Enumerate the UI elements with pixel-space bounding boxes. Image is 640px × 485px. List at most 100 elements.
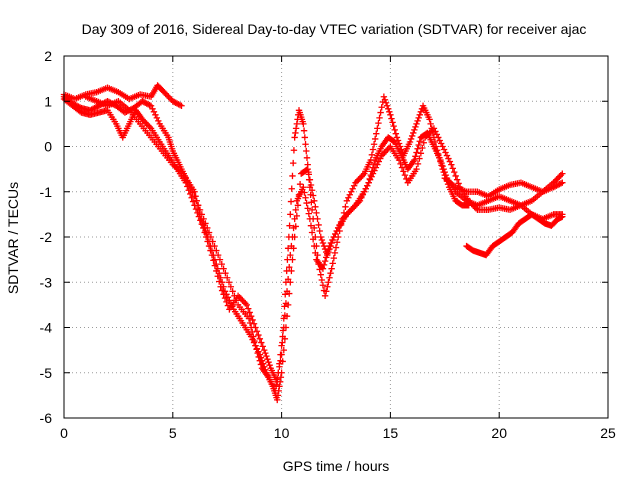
data-point [276,383,283,390]
data-point [372,164,380,171]
data-point [189,198,197,205]
data-point [378,104,385,111]
data-point [411,126,418,134]
data-point [274,392,282,399]
data-point [332,230,339,238]
data-point [415,114,422,122]
data-point [221,294,229,302]
data-point [345,194,352,201]
data-point [382,99,390,106]
data-point [286,222,293,229]
data-point [217,283,224,290]
data-point [557,180,565,187]
data-point [237,295,245,303]
data-point [302,194,309,201]
data-point [311,224,318,232]
data-point [307,222,315,229]
data-point [326,242,333,250]
data-point [440,168,447,176]
data-point [216,278,223,285]
data-point [281,303,288,310]
data-point [251,337,258,345]
data-point [348,188,355,195]
data-point [275,369,282,376]
data-point [266,362,273,369]
data-point [439,143,446,150]
data-point [142,119,149,126]
data-point [355,176,362,183]
data-point [277,374,285,381]
data-point [250,320,258,327]
series-track-3 [60,95,566,385]
data-point [194,202,202,209]
data-point [375,119,382,127]
data-point [280,315,287,322]
data-point [559,213,566,220]
data-point [397,160,404,168]
data-point [285,233,293,241]
data-point [214,251,222,259]
data-point [416,138,423,145]
data-point [339,215,346,223]
x-tick-label: 5 [169,425,177,441]
data-point [381,149,388,156]
data-point [289,172,296,180]
data-point [255,331,262,339]
data-point [451,168,458,176]
data-point [370,141,378,148]
data-point [413,165,420,173]
data-point [290,224,297,232]
data-point [393,134,401,141]
data-point [325,279,332,286]
data-point [437,140,445,147]
data-point [279,339,286,346]
data-point [291,215,298,223]
data-point [213,247,220,254]
data-point [416,111,423,119]
data-point [302,141,309,148]
data-point [401,171,409,179]
data-point [240,298,248,306]
data-point [413,120,420,128]
data-point [264,355,271,363]
data-point [414,145,421,152]
data-point [334,233,342,241]
data-point [280,346,287,354]
data-point [377,155,384,162]
data-point [452,172,459,180]
data-point [196,206,204,214]
data-point [389,119,396,126]
data-point [303,147,310,155]
data-point [316,266,323,273]
data-point [415,141,422,149]
data-point [373,130,380,137]
data-point [380,93,388,100]
data-point [398,146,405,153]
data-point [239,297,246,304]
data-point [291,134,298,141]
data-point [417,108,425,116]
data-point [445,155,452,162]
data-point [319,282,327,289]
data-point [327,239,335,247]
data-point [288,242,295,250]
data-point [283,267,290,275]
data-point [233,297,240,304]
data-point [204,224,211,232]
data-point [443,152,451,159]
data-point [149,105,156,112]
y-axis-label: SDTVAR / TECUs [5,182,21,294]
data-point [294,202,302,209]
series-track-6 [441,170,566,200]
data-point [146,123,153,131]
data-point [166,95,174,102]
data-point [258,339,265,346]
data-point [208,251,216,259]
data-point [557,171,565,179]
data-point [282,291,289,298]
data-point [288,185,295,192]
data-point [246,309,253,316]
data-point [304,161,311,168]
data-point [437,158,444,165]
data-point [301,134,309,141]
